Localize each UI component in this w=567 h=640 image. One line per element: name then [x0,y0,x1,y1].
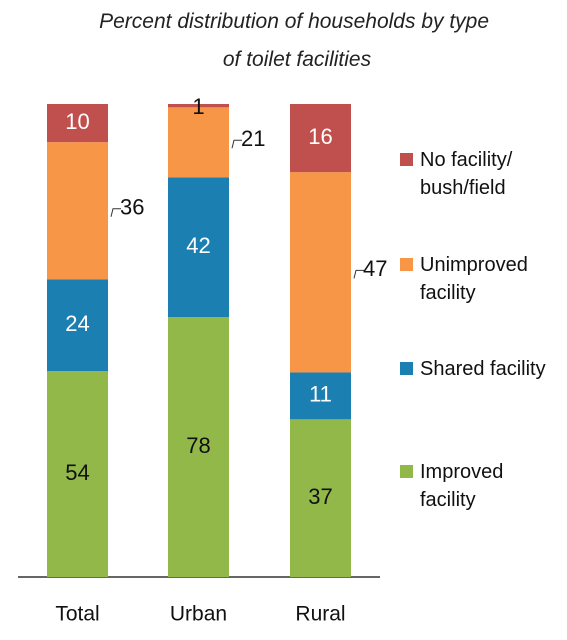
legend-label: Unimproved facility [420,254,528,304]
bar-segment [47,104,108,143]
x-tick-label: Rural [295,603,345,626]
value-label: 10 [65,109,89,134]
x-tick-label: Total [55,603,99,626]
leader-line [231,139,242,149]
legend-item: Unimproved facility [400,251,560,307]
legend-item: Improved facility [400,458,560,514]
legend-swatch [400,153,413,166]
x-tick-label: Urban [170,603,227,626]
legend-swatch [400,465,413,478]
bar-segment [168,104,229,108]
leader-line [353,269,364,279]
value-label: 1 [192,94,204,119]
value-label: 24 [65,311,89,336]
leader-line [110,208,121,217]
value-label: 54 [65,460,89,485]
legend-label: Improved facility [420,461,504,511]
bar-segment [290,372,351,420]
bar-segment [290,104,351,173]
legend-swatch [400,258,413,271]
value-label: 37 [308,484,332,509]
legend-item: No facility/ bush/field [400,146,560,202]
bar-segment [168,177,229,318]
legend-label: No facility/ bush/field [420,149,513,199]
chart-title: Percent distribution of households by ty… [99,10,495,71]
value-label: 36 [120,195,144,220]
value-label: 11 [309,382,332,407]
value-label: 47 [363,256,387,281]
legend-swatch [400,362,413,375]
value-label: 21 [241,126,265,151]
legend-item: Shared facility [400,355,560,383]
bar-segment [168,107,229,178]
value-label: 78 [186,433,210,458]
bar-segment [290,419,351,577]
legend-label: Shared facility [420,358,546,380]
bar-segment [290,172,351,373]
value-label: 42 [186,233,210,258]
bar-segment [47,279,108,372]
bar-segment [47,142,108,280]
bar-segment [47,371,108,577]
value-label: 16 [308,124,332,149]
bar-segment [168,317,229,577]
